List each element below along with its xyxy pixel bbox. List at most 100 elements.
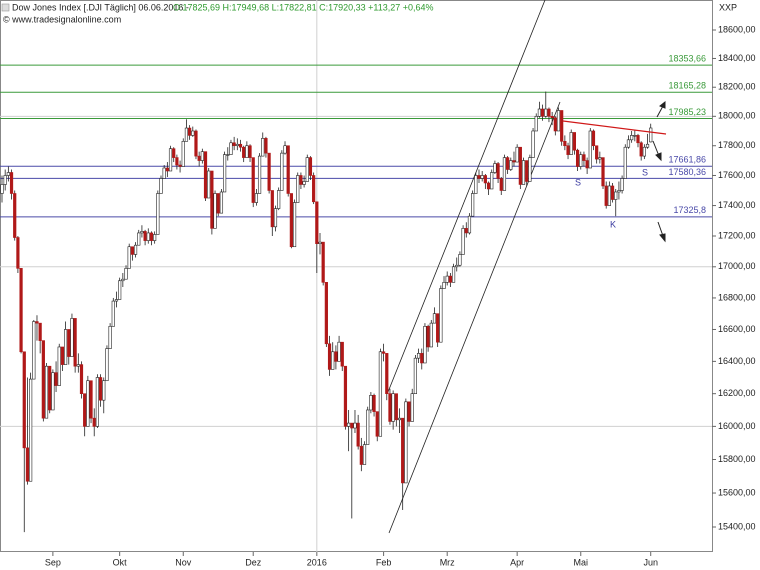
- candle-body: [200, 151, 204, 161]
- candle-body: [73, 318, 77, 367]
- candle-body: [366, 409, 370, 445]
- candle-body: [108, 326, 112, 349]
- candle-body: [48, 365, 52, 411]
- candle-body: [149, 232, 154, 241]
- y-tick-label: 16800,00: [718, 292, 756, 302]
- level-label: 18165,28: [668, 81, 706, 91]
- candle-body: [579, 154, 583, 167]
- candle-body: [22, 351, 26, 449]
- candle-body: [610, 185, 615, 200]
- candle-body: [432, 313, 437, 324]
- candle-body: [391, 393, 395, 422]
- candle-body: [493, 163, 497, 173]
- y-tick-label: 16200,00: [718, 388, 756, 398]
- candle-body: [226, 154, 230, 156]
- candle-body: [423, 326, 427, 364]
- candle-body: [588, 130, 592, 169]
- candle-body: [312, 175, 316, 203]
- candle-body: [194, 130, 198, 157]
- candle-body: [70, 318, 74, 357]
- arrows: [652, 100, 666, 243]
- candle-body: [502, 157, 507, 191]
- candle-body: [92, 417, 96, 427]
- level-label: 17985,23: [668, 107, 706, 117]
- candle-body: [327, 343, 332, 370]
- candle-body: [213, 193, 217, 229]
- y-tick-label: 17800,00: [718, 140, 756, 150]
- candle-body: [203, 151, 208, 199]
- candle-body: [617, 190, 621, 193]
- candle-body: [337, 341, 341, 362]
- candle-body: [429, 322, 433, 348]
- candle-body: [591, 130, 596, 147]
- annotation: S: [575, 177, 581, 187]
- candle-body: [181, 140, 185, 167]
- candle-body: [273, 208, 278, 228]
- candle-body: [426, 326, 430, 348]
- candle-body: [261, 138, 265, 157]
- candle-body: [277, 190, 281, 209]
- candle-body: [604, 185, 608, 206]
- candle-body: [60, 346, 65, 365]
- candle-body: [553, 117, 557, 132]
- candle-body: [283, 145, 287, 154]
- candle-body: [334, 351, 338, 362]
- level-label: 17661,86: [668, 155, 706, 165]
- x-tick-label: Okt: [113, 557, 128, 567]
- candle-body: [394, 393, 398, 421]
- candle-body: [223, 154, 227, 193]
- candle-body: [356, 422, 360, 447]
- candle-body: [302, 181, 306, 185]
- candle-body: [299, 175, 303, 185]
- candle-body: [207, 170, 211, 199]
- candle-body: [416, 353, 421, 359]
- candle-body: [359, 445, 363, 465]
- y-tick-label: 15600,00: [718, 487, 756, 497]
- candle-body: [375, 411, 379, 437]
- candle-body: [16, 237, 20, 269]
- y-tick-label: 16000,00: [718, 421, 756, 431]
- y-tick-label: 17600,00: [718, 170, 756, 180]
- candle-body: [515, 146, 519, 163]
- candle-body: [445, 275, 449, 283]
- candle-body: [623, 146, 627, 179]
- candle-body: [324, 282, 328, 345]
- candle-body: [566, 145, 570, 155]
- candle-body: [76, 364, 80, 367]
- candle-body: [175, 157, 179, 166]
- candle-body: [83, 393, 87, 427]
- candle-body: [305, 157, 309, 182]
- candle-body: [229, 142, 233, 155]
- candle-body: [79, 364, 84, 394]
- candle-body: [41, 340, 45, 419]
- header-corner: XXP: [719, 2, 737, 12]
- candle-body: [146, 232, 150, 241]
- x-tick-label: Mai: [574, 557, 589, 567]
- candle-body: [140, 231, 144, 234]
- candle-body: [601, 157, 605, 187]
- candle-body: [280, 152, 284, 191]
- candle-body: [467, 215, 472, 234]
- header-name: Dow Jones Index [.DJI Täglich] 06.06.201…: [12, 2, 189, 12]
- candle-body: [528, 157, 532, 182]
- candle-body: [397, 417, 402, 421]
- candle-body: [420, 353, 424, 364]
- candle-body: [191, 130, 195, 136]
- channel-upper: [387, 0, 546, 393]
- candle-body: [292, 202, 297, 248]
- candle-body: [343, 365, 348, 427]
- candle-body: [569, 132, 573, 155]
- candle-body: [124, 268, 128, 280]
- candle-body: [556, 110, 561, 132]
- x-tick-label: Jun: [643, 557, 658, 567]
- candle-body: [436, 313, 440, 343]
- candle-body: [636, 135, 640, 144]
- candle-body: [308, 157, 313, 176]
- candle-body: [480, 175, 484, 179]
- candle-body: [168, 148, 173, 172]
- candle-body: [98, 377, 103, 401]
- candle-body: [165, 167, 169, 172]
- candle-body: [153, 234, 157, 241]
- candle-body: [464, 228, 468, 234]
